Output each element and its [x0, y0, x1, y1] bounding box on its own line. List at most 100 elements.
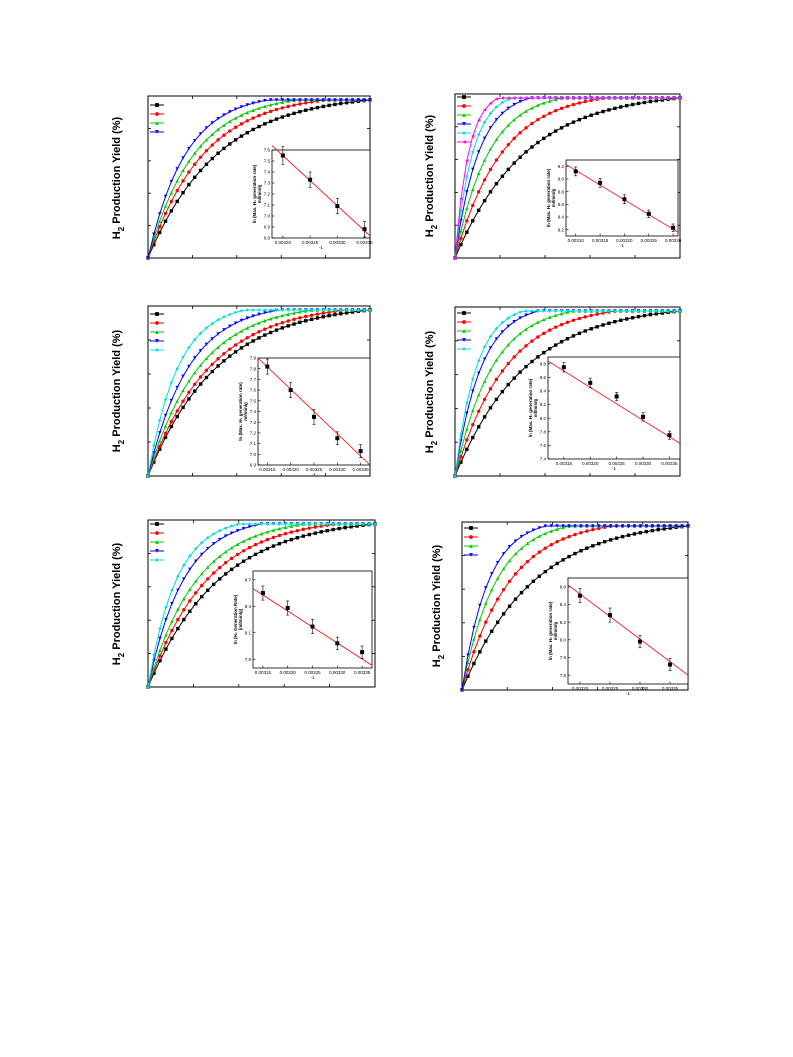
series-1-point — [280, 326, 285, 330]
series-1-point — [198, 168, 203, 173]
series-1-point — [488, 190, 493, 194]
series-2-point — [198, 375, 203, 379]
series-3-point — [169, 411, 174, 415]
series-2-point — [228, 129, 232, 133]
inset-point — [598, 180, 603, 185]
legend-marker-6 — [462, 140, 466, 144]
inset-y-tick-label: 7.4 — [540, 457, 547, 462]
series-5-point — [247, 522, 252, 526]
legend-marker-2 — [462, 320, 466, 324]
series-3-point — [198, 144, 203, 148]
series-2-point — [204, 149, 209, 153]
series-2-point — [484, 620, 488, 624]
series-3-point — [519, 546, 524, 550]
series-4-point — [169, 398, 174, 403]
series-2-point — [263, 327, 267, 331]
inset-y-tick-label: 7.5 — [264, 159, 271, 164]
inset-point — [358, 449, 363, 454]
inset-x-label: -1 — [310, 675, 314, 680]
series-1-point — [648, 99, 653, 104]
series-2-point — [280, 321, 285, 325]
series-4-point — [321, 98, 325, 102]
series-2-point — [304, 101, 308, 105]
series-5-point — [257, 308, 261, 312]
series-2-point — [501, 587, 506, 592]
series-1-point — [466, 674, 470, 678]
series-3-point — [500, 350, 505, 354]
series-2-point — [229, 556, 234, 561]
series-5-point — [217, 528, 222, 533]
series-1-point — [571, 334, 576, 338]
inset-x-label: -1 — [312, 472, 316, 477]
series-4-point — [494, 337, 499, 341]
series-2-point — [307, 526, 311, 530]
series-4-point — [501, 552, 506, 556]
series-2-point — [513, 572, 518, 576]
series-1-point — [158, 658, 162, 663]
series-1-point — [350, 100, 355, 104]
y-axis-label-sub: 2 — [430, 224, 439, 229]
series-1-point — [193, 175, 197, 179]
series-4-point — [555, 524, 559, 528]
series-1-point — [476, 425, 481, 429]
series-5-point — [309, 308, 314, 312]
series-4-point — [204, 126, 209, 130]
series-2-point — [164, 640, 168, 645]
y-axis-label-h: H — [111, 657, 123, 665]
series-4-point — [181, 374, 185, 378]
series-4-point — [626, 524, 631, 528]
series-1-point — [553, 129, 558, 133]
series-4-point — [251, 101, 255, 105]
series-2-point — [206, 577, 210, 581]
series-1-point — [662, 527, 666, 531]
series-5-point — [367, 522, 371, 526]
series-4-point — [187, 364, 191, 369]
inset-point — [561, 365, 566, 370]
series-5-point — [333, 308, 337, 312]
inset-y-tick-label: 8.0 — [560, 637, 567, 642]
series-4-point — [223, 534, 228, 538]
series-4-point — [632, 524, 637, 528]
series-5-point — [459, 432, 463, 436]
series-2-point — [518, 131, 522, 135]
series-3-point — [157, 439, 162, 443]
series-2-point — [321, 311, 325, 315]
legend-marker-2 — [462, 104, 466, 108]
inset-y-tick-label: 6.8 — [264, 236, 271, 241]
legend-marker-3 — [155, 121, 159, 125]
series-5-point — [471, 377, 475, 381]
series-3-point — [536, 320, 540, 325]
series-4-point — [339, 98, 343, 102]
series-5-point — [152, 653, 156, 657]
series-2-point — [573, 532, 577, 537]
inset-y-label-line2: ml/min/g — [533, 399, 538, 418]
series-4-point — [644, 524, 649, 528]
series-6-point — [619, 96, 623, 100]
series-4-point — [200, 552, 204, 557]
plot-frame — [147, 519, 376, 688]
series-1-point — [542, 136, 546, 141]
series-5-point — [636, 309, 641, 313]
series-1-point — [620, 534, 625, 539]
series-6-point — [494, 97, 499, 101]
series-3-point — [530, 106, 534, 110]
series-3-point — [286, 312, 290, 316]
series-3-point — [548, 315, 552, 319]
series-1-point — [292, 111, 296, 116]
series-1-point — [567, 554, 571, 559]
series-1-point — [506, 167, 510, 172]
inset-y-tick-label: 7.6 — [264, 148, 271, 153]
chart-panel-5: H2 Production Yield (%) 0.00315 0.00320 0.0… — [111, 519, 377, 689]
series-5-point — [286, 308, 290, 312]
series-1-point — [654, 99, 659, 103]
series-2-point — [216, 138, 220, 142]
y-axis-label-sub: 2 — [437, 654, 446, 659]
series-3-point — [277, 526, 282, 531]
series-2-point — [304, 314, 308, 319]
series-3-point — [495, 576, 500, 580]
series-5-point — [239, 309, 244, 313]
series-5-point — [453, 474, 457, 478]
series-4-point — [298, 98, 302, 102]
series-4-point — [263, 98, 267, 103]
series-4-point — [157, 212, 162, 216]
